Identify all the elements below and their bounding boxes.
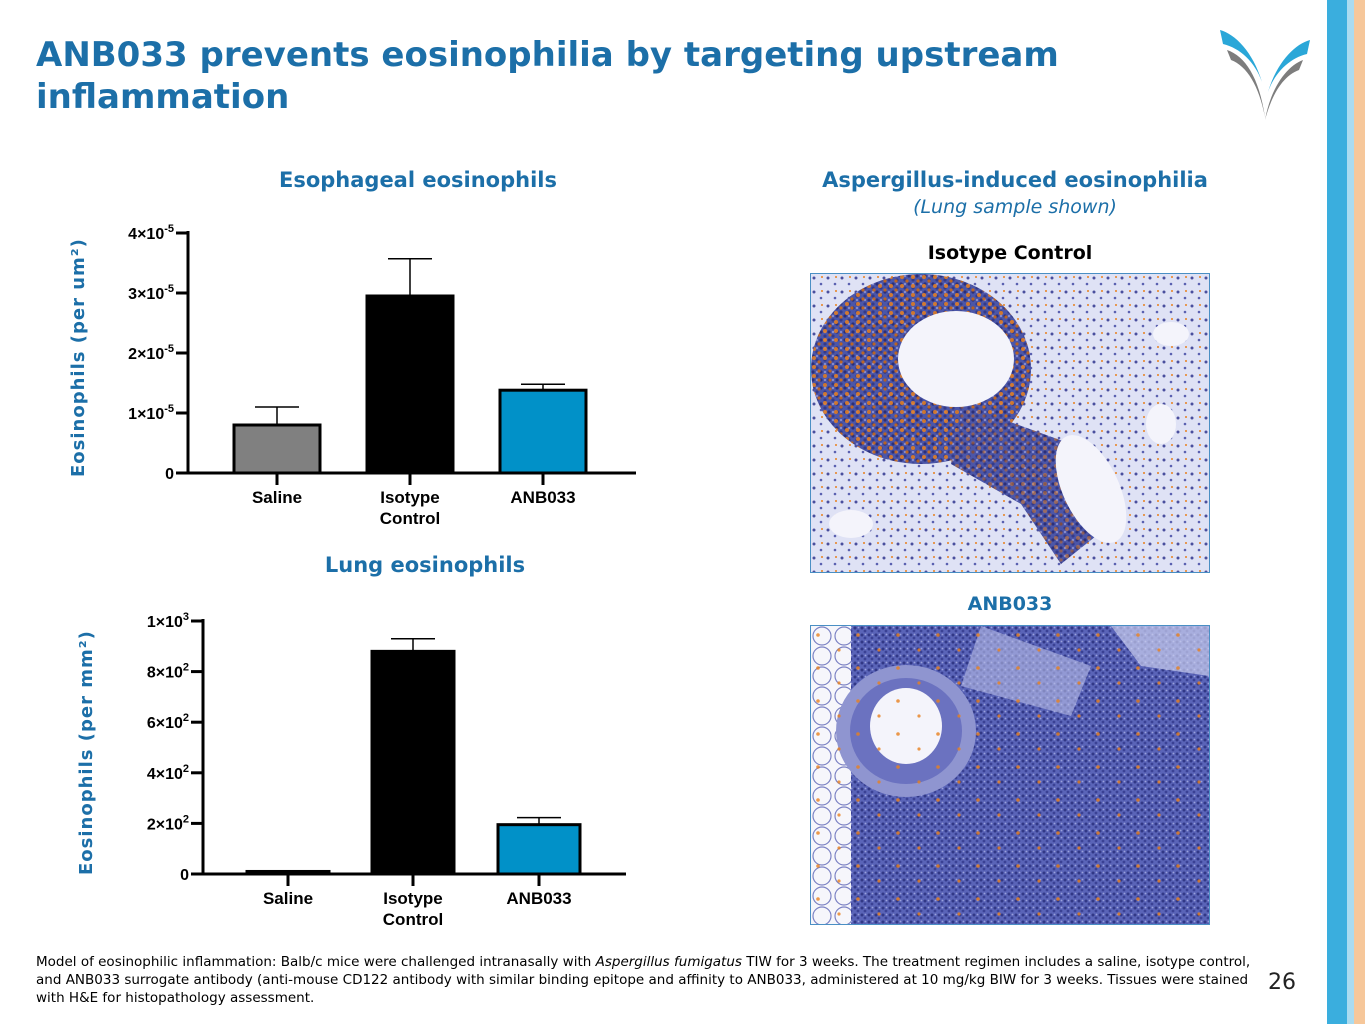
page-number: 26 bbox=[1268, 970, 1296, 995]
y-tick-label: 4×10-5 bbox=[128, 223, 174, 243]
footnote-species: Aspergillus fumigatus bbox=[595, 954, 742, 970]
y-tick-label: 0 bbox=[180, 867, 189, 884]
chart-ylabel-lung: Eosinophils (per mm²) bbox=[76, 630, 97, 875]
footnote-text-2: TIW for 3 weeks. The treatment regimen i… bbox=[36, 954, 1251, 1006]
footnote: Model of eosinophilic inflammation: Balb… bbox=[36, 953, 1251, 1007]
y-tick-label: 0 bbox=[165, 466, 174, 483]
decorative-side-bars bbox=[1327, 0, 1365, 1024]
bar bbox=[370, 649, 456, 876]
x-tick-label: Isotype Control bbox=[383, 889, 443, 929]
chart-title-lung: Lung eosinophils bbox=[324, 553, 526, 577]
bar bbox=[496, 823, 582, 876]
y-tick-label: 8×102 bbox=[147, 662, 189, 682]
x-tick-label: ANB033 bbox=[510, 488, 575, 507]
slide-title: ANB033 prevents eosinophilia by targetin… bbox=[36, 35, 1059, 117]
y-tick-label: 2×10-5 bbox=[128, 343, 174, 363]
histology-top-label: Isotype Control bbox=[927, 242, 1093, 264]
x-tick-label: Saline bbox=[263, 889, 313, 908]
lung-eosinophils-chart: 0 2×102 4×102 6×102 8×102 1×103 Saline Isotype C… bbox=[147, 611, 626, 929]
x-tick-label: Saline bbox=[252, 488, 302, 507]
esophageal-eosinophils-chart: 0 1×10-5 2×10-5 3×10-5 4×10-5 Saline Isotype Co… bbox=[128, 223, 636, 528]
histology-bottom-label: ANB033 bbox=[967, 593, 1053, 615]
chart-title-esophageal: Esophageal eosinophils bbox=[278, 168, 557, 192]
bar bbox=[498, 388, 588, 475]
y-tick-label: 3×10-5 bbox=[128, 283, 174, 303]
x-tick-label: ANB033 bbox=[506, 889, 571, 908]
y-tick-label: 4×102 bbox=[147, 763, 189, 783]
bar bbox=[232, 423, 322, 475]
histology-title: Aspergillus-induced eosinophilia bbox=[822, 168, 1208, 192]
y-tick-label: 1×10-5 bbox=[128, 403, 174, 423]
y-tick-label: 6×102 bbox=[147, 712, 189, 732]
y-tick-label: 2×102 bbox=[147, 813, 189, 833]
company-logo-icon bbox=[1220, 30, 1310, 120]
anb033-micrograph bbox=[810, 625, 1210, 925]
isotype-tissue-image bbox=[811, 274, 1209, 572]
bar bbox=[365, 294, 455, 475]
chart-ylabel-esophageal: Eosinophils (per um²) bbox=[68, 238, 89, 477]
y-tick-label: 1×103 bbox=[147, 611, 189, 631]
side-bar-light bbox=[1347, 0, 1354, 1024]
histology-subtitle: (Lung sample shown) bbox=[913, 196, 1117, 218]
footnote-text-1: Model of eosinophilic inflammation: Balb… bbox=[36, 954, 596, 970]
x-tick-label: Isotype Control bbox=[380, 488, 440, 528]
side-bar-blue bbox=[1327, 0, 1347, 1024]
isotype-control-micrograph bbox=[810, 273, 1210, 573]
anb033-tissue-image bbox=[811, 626, 1209, 924]
side-bar-peach bbox=[1354, 0, 1365, 1024]
bar bbox=[245, 869, 331, 876]
